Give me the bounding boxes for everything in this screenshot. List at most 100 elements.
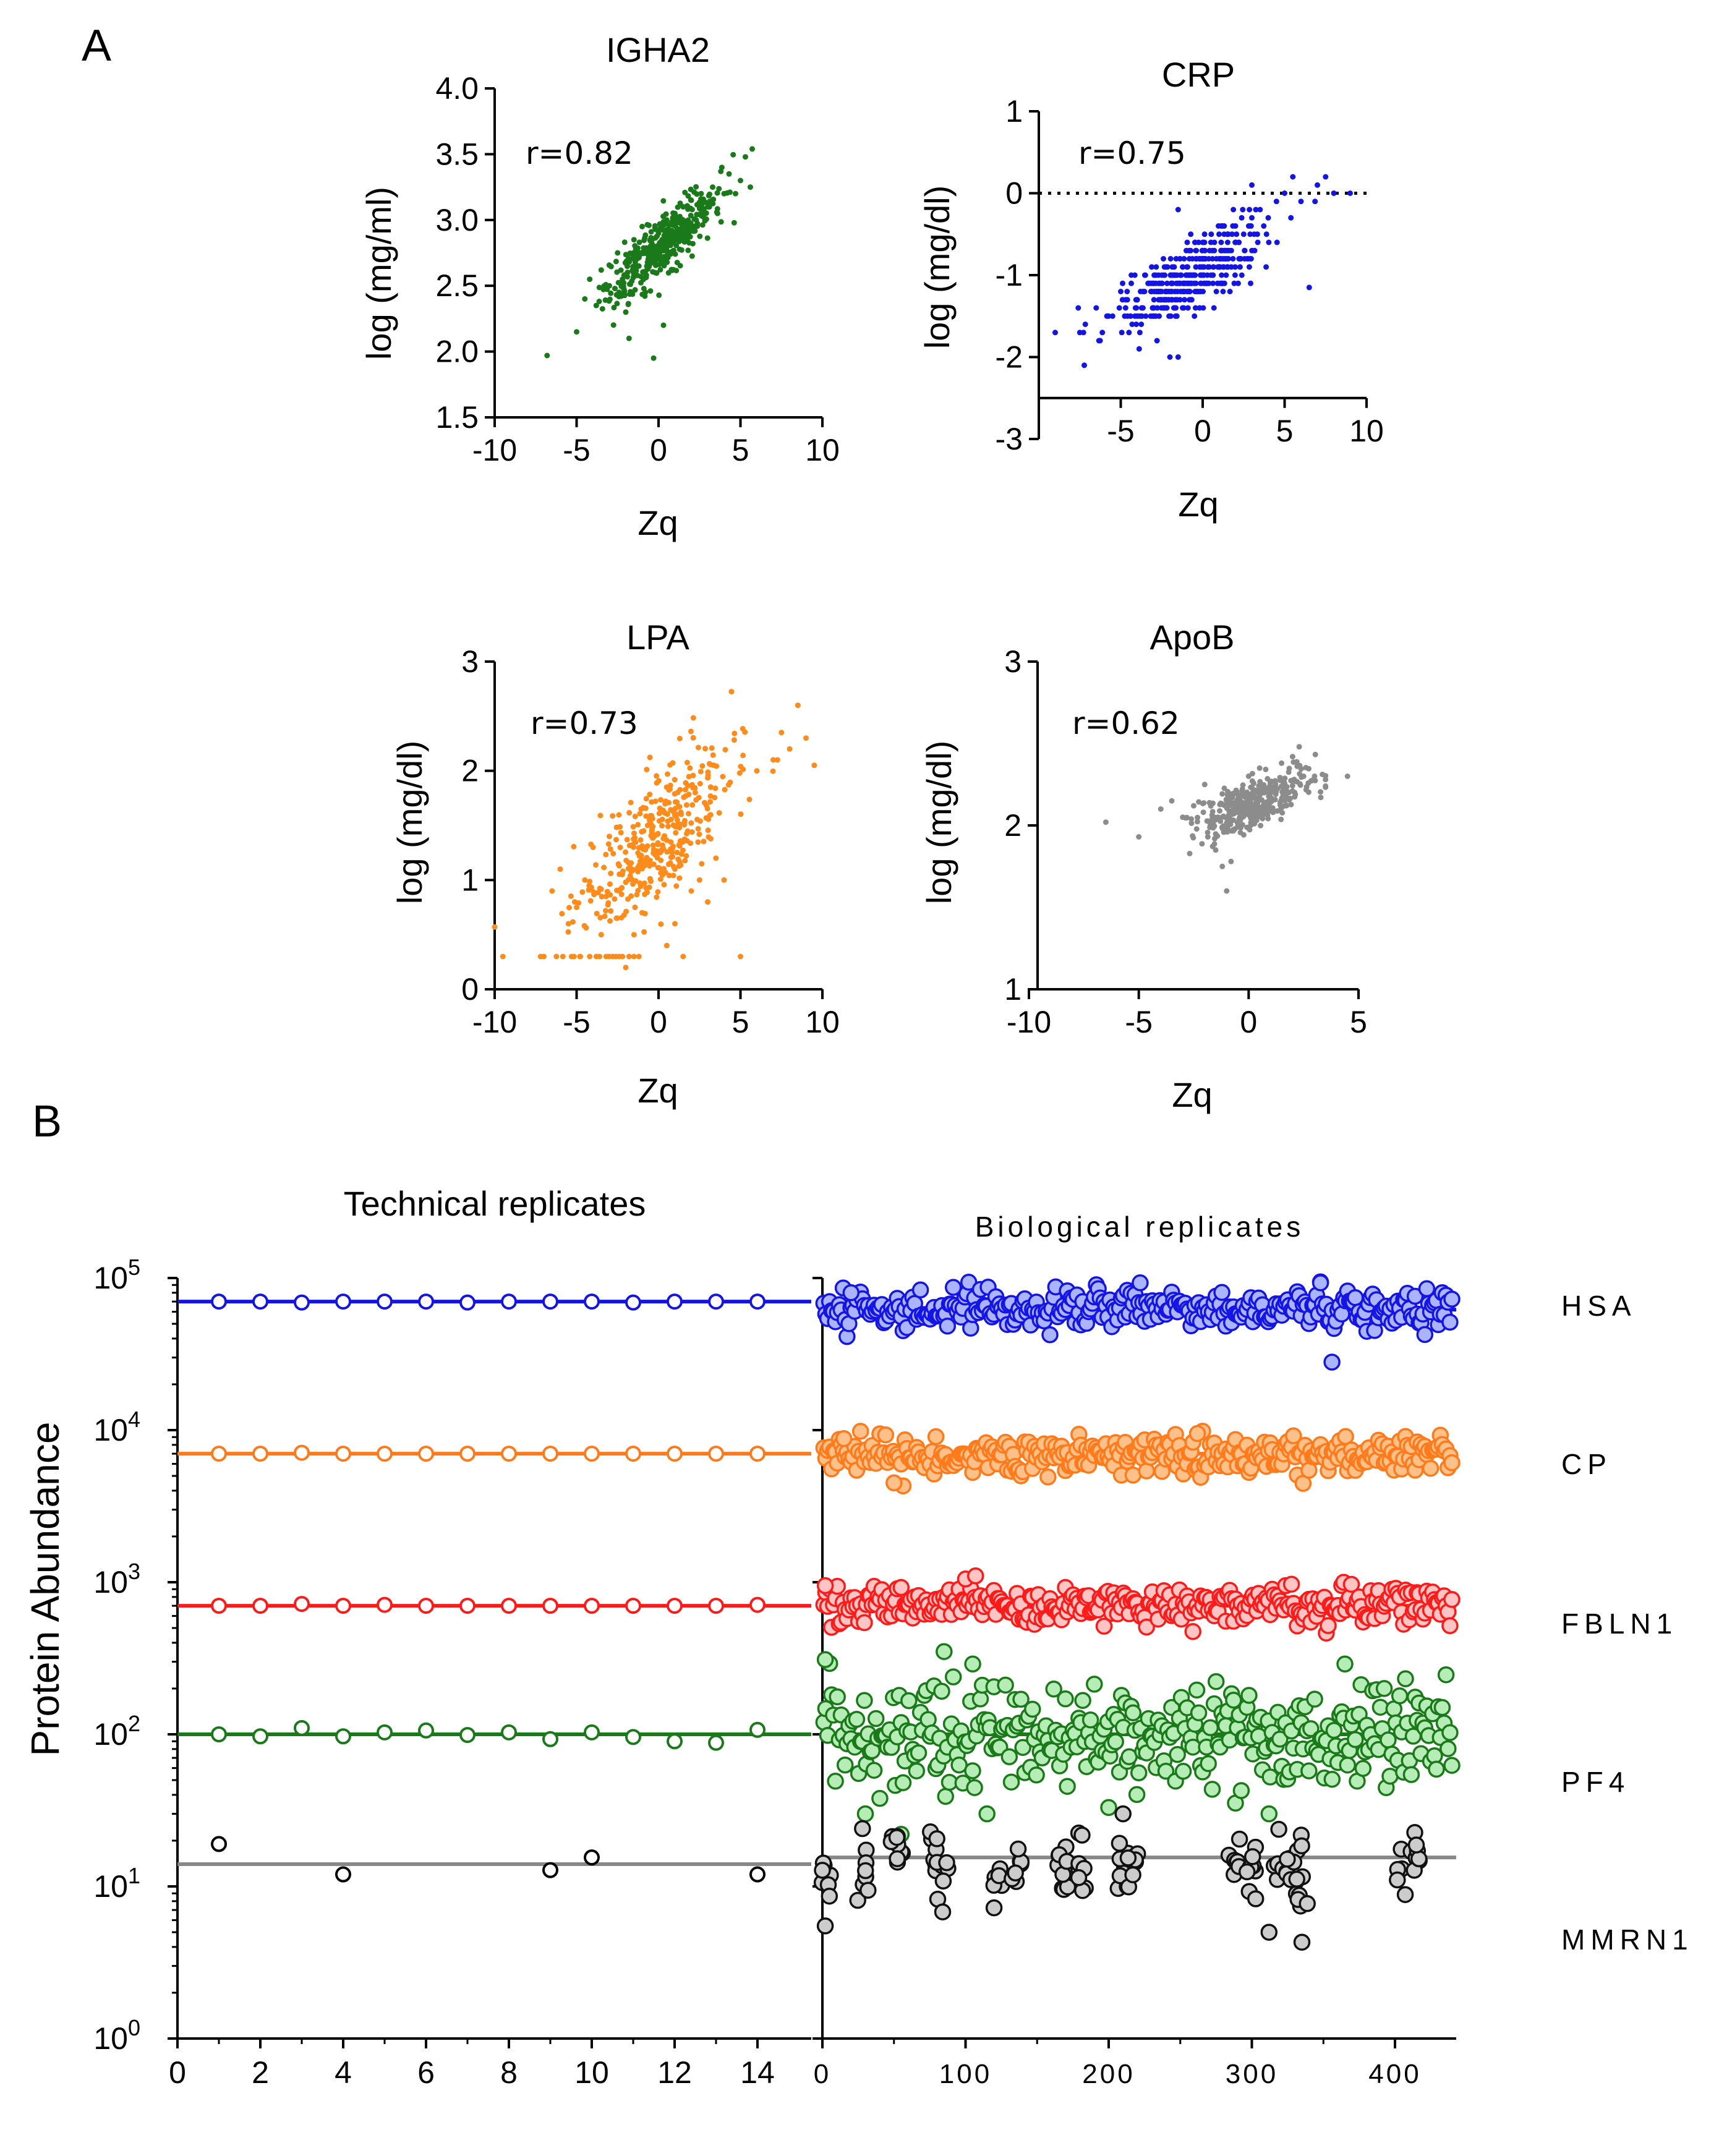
sample-point-hsa — [1132, 1274, 1149, 1292]
y-tick-label: 104 — [93, 1407, 140, 1447]
data-point — [611, 304, 617, 310]
data-point — [1173, 305, 1179, 311]
data-point — [1218, 256, 1224, 262]
data-point — [738, 953, 743, 960]
replicate-point-cp — [625, 1446, 641, 1462]
data-point — [1159, 280, 1165, 286]
sample-point-mmrn1 — [1114, 1805, 1132, 1823]
data-point — [1093, 305, 1099, 311]
data-point — [582, 296, 588, 302]
data-point — [663, 798, 668, 804]
data-point — [691, 189, 697, 195]
data-point — [623, 849, 629, 855]
data-point — [628, 281, 633, 288]
replicate-point-hsa — [211, 1293, 227, 1310]
data-point — [587, 879, 592, 885]
x-tick-label: 10 — [574, 2055, 609, 2090]
x-tick-label: 4 — [335, 2055, 352, 2090]
x-tick-label: 5 — [1276, 414, 1294, 448]
data-point — [1120, 280, 1125, 286]
data-point — [553, 953, 560, 960]
data-point — [492, 924, 498, 930]
data-point — [618, 914, 625, 921]
sample-point-mmrn1 — [934, 1872, 952, 1890]
replicate-point-mmrn1 — [211, 1836, 227, 1852]
data-point — [1248, 812, 1255, 818]
y-tick-exponent: 2 — [128, 1711, 140, 1736]
chart-biological: Biological replicates 0 100 200 300 400 HSA … — [813, 1211, 1688, 2089]
data-point — [625, 263, 630, 270]
data-point — [571, 843, 577, 850]
data-point — [620, 953, 626, 960]
data-point — [647, 791, 653, 798]
data-point — [639, 223, 645, 229]
data-point — [654, 270, 660, 276]
data-point — [1191, 803, 1196, 809]
data-point — [689, 253, 695, 259]
data-point — [629, 842, 636, 848]
sample-point-mmrn1 — [1293, 1837, 1310, 1855]
data-point — [685, 828, 691, 834]
data-point — [631, 237, 637, 243]
x-tick-label: 8 — [500, 2055, 518, 2090]
data-point — [1253, 207, 1259, 213]
data-point — [684, 759, 690, 765]
data-point — [1167, 354, 1173, 360]
replicate-point-hsa — [252, 1293, 268, 1310]
x-tick-label: 12 — [657, 2055, 692, 2090]
data-point — [1216, 264, 1222, 270]
data-point — [1122, 305, 1128, 311]
data-point — [795, 702, 801, 709]
data-point — [1298, 198, 1304, 205]
data-point — [650, 355, 657, 361]
data-point — [1201, 231, 1208, 237]
sample-point-fbln1 — [816, 1577, 834, 1595]
data-point — [1193, 280, 1199, 286]
y-axis-label: log (mg/dl) — [390, 741, 429, 905]
data-point — [681, 794, 687, 800]
data-point — [1274, 239, 1280, 245]
data-point — [665, 818, 671, 824]
data-point — [1164, 264, 1171, 270]
sample-point-pf4 — [1190, 1704, 1208, 1721]
data-point — [659, 872, 665, 878]
replicate-point-hsa — [501, 1293, 517, 1310]
replicate-point-hsa — [584, 1293, 600, 1310]
chart-crp: CRP r=0.75 Zq log (mg/dl) -3 -2 -1 0 1 -5 0 5 10 — [918, 55, 1384, 524]
sample-point-mmrn1 — [1231, 1830, 1248, 1848]
data-point — [1103, 819, 1109, 825]
data-point — [688, 728, 694, 735]
data-point — [672, 866, 678, 872]
data-point — [637, 811, 643, 817]
sample-point-pf4 — [1443, 1757, 1461, 1774]
data-point — [1228, 247, 1234, 254]
sample-point-hsa — [1406, 1287, 1424, 1305]
data-point — [618, 830, 624, 836]
replicate-point-hsa — [542, 1293, 558, 1310]
data-point — [1256, 765, 1263, 771]
sample-point-fbln1 — [892, 1579, 910, 1596]
sample-point-hsa — [962, 1319, 979, 1337]
replicate-point-cp — [749, 1446, 766, 1462]
sample-point-pf4 — [865, 1762, 883, 1779]
sample-point-mmrn1 — [1243, 1848, 1261, 1865]
data-point — [670, 210, 676, 216]
data-point — [1163, 297, 1169, 303]
sample-point-mmrn1 — [1396, 1886, 1414, 1903]
replicate-point-pf4 — [749, 1721, 766, 1738]
data-point — [746, 796, 753, 803]
data-point — [1214, 833, 1221, 839]
data-point — [1282, 190, 1287, 196]
data-point — [1193, 264, 1199, 270]
sample-point-pf4 — [1306, 1690, 1323, 1708]
data-point — [1237, 256, 1243, 262]
data-point — [632, 904, 638, 910]
data-point — [626, 810, 633, 816]
data-point — [655, 850, 662, 856]
replicate-point-mmrn1 — [542, 1862, 558, 1878]
data-point — [811, 762, 817, 769]
y-tick-label: -1 — [996, 258, 1023, 292]
y-tick-label: 2.5 — [435, 268, 479, 303]
data-point — [1116, 305, 1122, 311]
data-point — [728, 689, 735, 695]
